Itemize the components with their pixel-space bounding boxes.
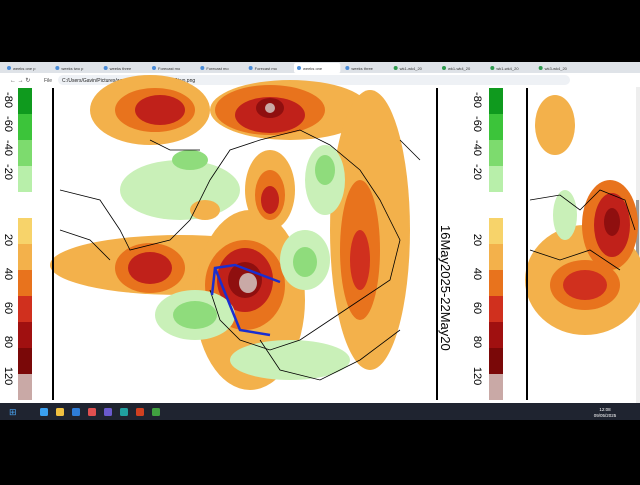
start-button[interactable]: ⊞ [9, 407, 17, 417]
scroll-thumb[interactable] [636, 200, 639, 290]
taskbar-icon[interactable] [120, 408, 128, 416]
right-map [525, 95, 640, 335]
tab-icon [152, 66, 156, 70]
tab-title: weeks two p [61, 66, 84, 71]
taskbar [0, 403, 640, 420]
tab[interactable] [245, 63, 292, 73]
tab-title: weeks one [303, 66, 323, 71]
tab[interactable] [487, 63, 534, 73]
taskbar-icon[interactable] [72, 408, 80, 416]
colorbar-cell [489, 88, 503, 114]
tab-title: wk1-wk4_20 [448, 66, 471, 71]
colorbar-label: 120 [471, 367, 483, 385]
tab-title: Forecast mo [158, 66, 181, 71]
colorbar-cell [18, 114, 32, 140]
colorbar-label: 20 [2, 234, 14, 246]
colorbar-label: 80 [471, 336, 483, 348]
colorbar-cell [18, 270, 32, 296]
tab-icon [297, 66, 301, 70]
colorbar-label: 60 [471, 302, 483, 314]
colorbar-label: 40 [2, 268, 14, 280]
tab-icon [538, 66, 543, 70]
colorbar-label: -40 [471, 140, 483, 156]
colorbar-label: 60 [2, 302, 14, 314]
colorbar-cell [489, 348, 503, 374]
tab[interactable] [535, 63, 582, 73]
colorbar-label: -60 [471, 116, 483, 132]
tab-icon [7, 66, 11, 70]
map [50, 75, 421, 390]
tab-icon [248, 66, 253, 70]
colorbar-label: 80 [2, 336, 14, 348]
colorbar-label: -80 [471, 92, 483, 108]
colorbar-cell [18, 140, 32, 166]
taskbar-icon[interactable] [56, 408, 64, 416]
colorbar-cell [489, 114, 503, 140]
tab-icon [55, 66, 60, 70]
tab[interactable] [439, 63, 486, 73]
colorbar-cell [18, 374, 32, 400]
date-label: 16May2025-22May20 [438, 225, 453, 351]
tab[interactable] [390, 63, 437, 73]
tab-icon [442, 66, 446, 70]
tab[interactable] [4, 63, 51, 73]
nav-icons[interactable]: ← → ↻ [10, 77, 30, 84]
colorbar-label: -20 [471, 164, 483, 180]
colorbar-label: 20 [471, 234, 483, 246]
tab-title: weeks three [110, 66, 132, 71]
taskbar-icon[interactable] [152, 408, 160, 416]
colorbar-cell [489, 140, 503, 166]
tab-title: Forecast mo [255, 66, 278, 71]
tab[interactable] [100, 63, 147, 73]
taskbar-icon[interactable] [88, 408, 96, 416]
tab-title: wk1-wk4_20 [400, 66, 423, 71]
tab[interactable] [149, 63, 196, 73]
tab-title: Forecast mo [206, 66, 229, 71]
tab[interactable] [52, 63, 99, 73]
tab-title: wk3-wk4_20 [545, 66, 568, 71]
clock-date: 09/05/2025 [594, 413, 617, 418]
colorbar-cell [489, 166, 503, 192]
taskbar-icon[interactable] [40, 408, 48, 416]
tab-icon [200, 66, 205, 70]
colorbar-label: -80 [2, 92, 14, 108]
colorbar-label: 40 [471, 268, 483, 280]
colorbar-cell [18, 88, 32, 114]
colorbar-cell [18, 348, 32, 374]
tab-title: wk1-wk4_20 [496, 66, 519, 71]
taskbar-icon[interactable] [136, 408, 144, 416]
colorbar-cell [489, 322, 503, 348]
colorbar-cell [489, 296, 503, 322]
colorbar-cell [489, 244, 503, 270]
tab[interactable] [342, 63, 389, 73]
colorbar-cell [18, 218, 32, 244]
tab-icon [490, 66, 495, 70]
clock-time: 12:08 [599, 407, 611, 412]
tab[interactable] [197, 63, 244, 73]
colorbar-label: -60 [2, 116, 14, 132]
colorbar-cell [18, 296, 32, 322]
colorbar-cell [18, 322, 32, 348]
colorbar-cell [18, 166, 32, 192]
tab-icon [103, 66, 108, 70]
colorbar-label: -20 [2, 164, 14, 180]
colorbar-cell [489, 374, 503, 400]
colorbar-cell [489, 192, 503, 218]
tab-title: weeks three [351, 66, 373, 71]
tab-icon [393, 66, 398, 70]
taskbar-icon[interactable] [104, 408, 112, 416]
tab[interactable] [294, 63, 341, 73]
tab-title: weeks one p [13, 66, 36, 71]
colorbar-cell [489, 218, 503, 244]
address-label: File [44, 78, 52, 84]
colorbar-label: 120 [2, 367, 14, 385]
colorbar-label: -40 [2, 140, 14, 156]
colorbar-cell [18, 192, 32, 218]
colorbar-cell [18, 244, 32, 270]
tab-icon [345, 66, 350, 70]
colorbar-cell [489, 270, 503, 296]
